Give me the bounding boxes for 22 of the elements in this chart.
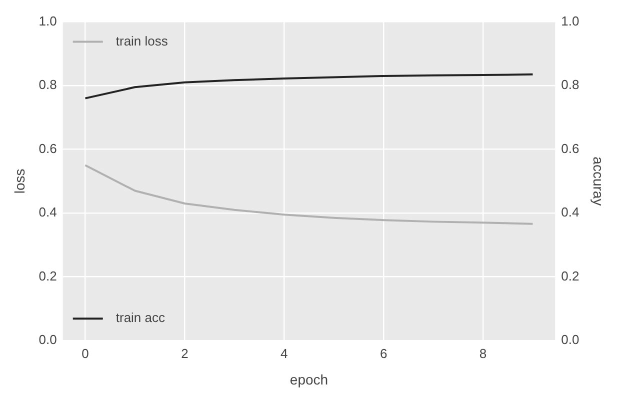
y-axis-title: loss — [11, 168, 28, 194]
y2-tick-label: 0.2 — [561, 268, 580, 284]
y-tick-label: 0.2 — [38, 268, 57, 284]
y2-tick-label: 0.6 — [561, 140, 580, 156]
y-tick-label: 0.8 — [38, 77, 57, 92]
y-tick-label: 0.0 — [38, 332, 57, 348]
legend-label: train acc — [116, 310, 166, 326]
x-tick-label: 4 — [280, 346, 288, 361]
y2-tick-label: 0.8 — [561, 77, 580, 92]
x-tick-label: 6 — [380, 346, 388, 361]
y-tick-label: 1.0 — [38, 13, 57, 28]
legend-label: train loss — [116, 33, 168, 48]
x-tick-label: 2 — [181, 346, 188, 361]
x-axis-title: epoch — [290, 371, 328, 388]
y2-tick-label: 1.0 — [561, 13, 580, 28]
y-tick-label: 0.4 — [38, 204, 57, 220]
y-tick-label: 0.6 — [38, 140, 57, 156]
y2-tick-label: 0.4 — [561, 204, 580, 220]
x-tick-label: 0 — [82, 346, 89, 361]
y2-axis-title: accuray — [590, 156, 607, 206]
y2-tick-label: 0.0 — [561, 332, 580, 348]
x-tick-label: 8 — [479, 346, 487, 361]
